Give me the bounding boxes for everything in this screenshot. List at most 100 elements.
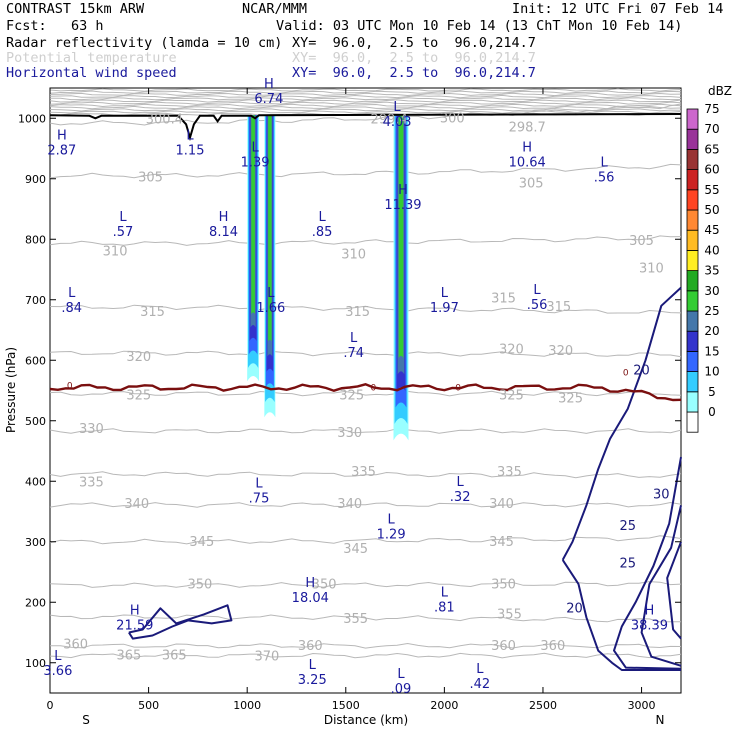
extremum-marker: L bbox=[393, 100, 401, 115]
theta-label: 325 bbox=[499, 388, 524, 403]
theta-label: 335 bbox=[351, 465, 376, 480]
theta-label: 310 bbox=[103, 244, 128, 259]
extremum-value: .42 bbox=[470, 677, 491, 692]
wind-speed-label: 30 bbox=[653, 488, 670, 503]
wind-speed-label: 20 bbox=[566, 601, 583, 616]
wind-speed-contour bbox=[128, 604, 233, 640]
theta-isentrope bbox=[49, 110, 682, 114]
x-tick-label: 3000 bbox=[628, 699, 656, 712]
extremum-marker: L bbox=[533, 283, 541, 298]
theta-label: 305 bbox=[519, 177, 544, 192]
colorbar-swatch bbox=[686, 371, 699, 393]
y-axis-title: Pressure (hPa) bbox=[4, 347, 18, 433]
theta-label: 330 bbox=[79, 422, 104, 437]
theta-label: 315 bbox=[546, 300, 571, 315]
extremum-marker: H bbox=[522, 141, 532, 156]
extremum-value: .56 bbox=[527, 298, 548, 313]
forecast-hour: Fcst: 63 h bbox=[6, 18, 104, 34]
reflectivity-cell-3 bbox=[398, 115, 404, 358]
wind-speed-contour bbox=[613, 456, 682, 670]
theta-label: 315 bbox=[345, 305, 370, 320]
colorbar-label: 5 bbox=[708, 385, 716, 399]
extremum-value: 10.64 bbox=[509, 156, 546, 171]
theta-label: 330 bbox=[337, 426, 362, 441]
extremum-value: 11.39 bbox=[384, 198, 421, 213]
field-reflectivity: Radar reflectivity (lamda = 10 cm) bbox=[6, 35, 283, 51]
field-wind: Horizontal wind speed bbox=[6, 65, 177, 81]
theta-label: 360 bbox=[491, 639, 516, 654]
theta-label: 335 bbox=[497, 465, 522, 480]
zero-contour-label: 0 bbox=[67, 382, 73, 392]
theta-label: 365 bbox=[116, 648, 141, 663]
extremum-marker: H bbox=[57, 128, 67, 143]
colorbar-label: 15 bbox=[704, 344, 719, 358]
theta-label: 320 bbox=[548, 344, 573, 359]
theta-isentrope bbox=[49, 101, 682, 105]
theta-label: 325 bbox=[339, 388, 364, 403]
y-tick-label: 100 bbox=[25, 657, 46, 670]
theta-label: 360 bbox=[63, 638, 88, 653]
theta-label: 305 bbox=[138, 171, 163, 186]
extremum-marker: H bbox=[645, 603, 655, 618]
theta-isentrope bbox=[49, 92, 682, 97]
theta-isentrope bbox=[49, 304, 682, 314]
colorbar-label: 50 bbox=[704, 203, 719, 217]
colorbar-label: 30 bbox=[704, 284, 719, 298]
extremum-marker: L bbox=[441, 286, 449, 301]
theta-label: 355 bbox=[497, 607, 522, 622]
extremum-marker: L bbox=[68, 286, 76, 301]
colorbar-swatch bbox=[686, 229, 699, 251]
theta-isentrope bbox=[49, 428, 682, 434]
colorbar-swatch bbox=[686, 391, 699, 413]
x-right-end: N bbox=[656, 713, 665, 727]
center-title: NCAR/MMM bbox=[242, 1, 308, 17]
theta-label: 315 bbox=[140, 305, 165, 320]
theta-label: 315 bbox=[491, 292, 516, 307]
extremum-marker: L bbox=[441, 585, 449, 600]
colorbar-label: 60 bbox=[704, 163, 719, 177]
extremum-marker: L bbox=[388, 513, 396, 528]
theta-label: 345 bbox=[489, 535, 514, 550]
extremum-marker: L bbox=[255, 476, 263, 491]
x-tick-label: 2000 bbox=[430, 699, 458, 712]
theta-label: 300.4 bbox=[146, 112, 183, 127]
theta-label: 370 bbox=[254, 650, 279, 665]
reflectivity-cell-2 bbox=[268, 115, 272, 342]
theta-isentrope bbox=[49, 105, 682, 110]
y-tick-label: 600 bbox=[25, 354, 46, 367]
theta-label: 300 bbox=[440, 111, 465, 126]
theta-label: 335 bbox=[79, 475, 104, 490]
colorbar-swatch bbox=[686, 270, 699, 292]
wind-speed-contour bbox=[561, 286, 682, 561]
extremum-value: .85 bbox=[312, 225, 333, 240]
extremum-marker: L bbox=[119, 210, 127, 225]
theta-label: 355 bbox=[343, 612, 368, 627]
theta-isentrope bbox=[50, 642, 682, 649]
x-tick-label: 2500 bbox=[529, 699, 557, 712]
colorbar-label: 35 bbox=[704, 264, 719, 278]
colorbar-swatch bbox=[686, 350, 699, 372]
colorbar-label: 25 bbox=[704, 304, 719, 318]
zero-contour-label: 0 bbox=[623, 368, 629, 378]
extremum-value: .57 bbox=[113, 225, 134, 240]
colorbar-swatch bbox=[686, 189, 699, 211]
extremum-value: 8.14 bbox=[209, 225, 238, 240]
colorbar-swatch bbox=[686, 249, 699, 271]
extremum-value: .74 bbox=[343, 346, 364, 361]
extremum-value: .81 bbox=[434, 600, 455, 615]
colorbar-swatch bbox=[686, 148, 699, 170]
extremum-value: 2.87 bbox=[47, 143, 76, 158]
theta-isentrope bbox=[49, 350, 682, 358]
colorbar-swatch bbox=[686, 310, 699, 332]
extremum-value: .32 bbox=[450, 490, 471, 505]
theta-label: 365 bbox=[162, 648, 187, 663]
wind-speed-contour bbox=[640, 505, 682, 667]
colorbar-label: 40 bbox=[704, 243, 719, 257]
y-tick-label: 500 bbox=[25, 415, 46, 428]
extremum-value: 38.39 bbox=[631, 618, 668, 633]
wind-speed-label: 25 bbox=[619, 557, 636, 572]
theta-label: 360 bbox=[540, 639, 565, 654]
x-tick-label: 1500 bbox=[332, 699, 360, 712]
theta-label: 340 bbox=[124, 497, 149, 512]
